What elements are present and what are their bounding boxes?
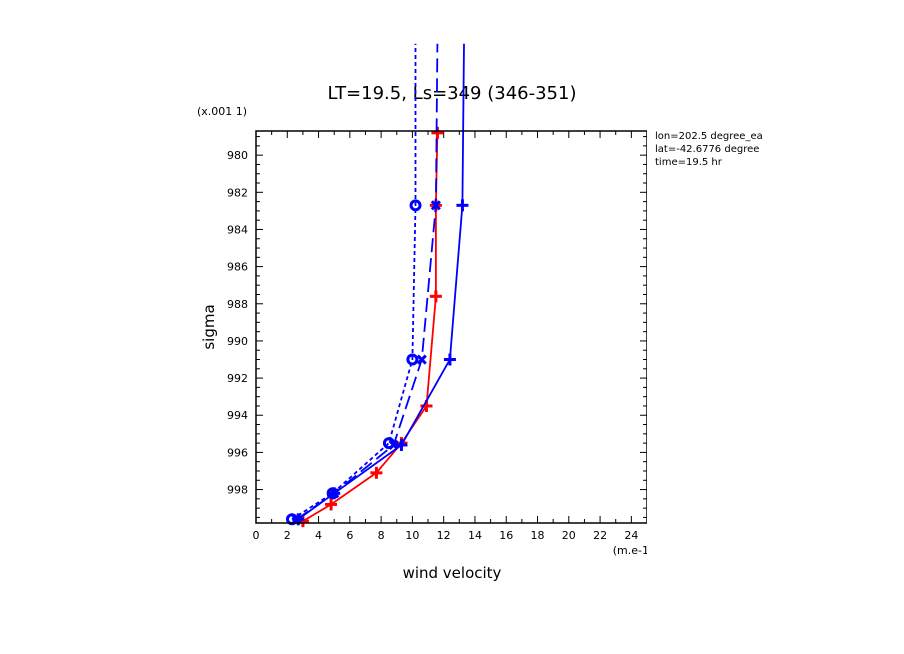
- y-tick-label: 992: [227, 372, 248, 385]
- y-tick-label: 982: [227, 186, 248, 199]
- series-line-1: [297, 43, 465, 521]
- x-tick-label: 6: [346, 529, 353, 542]
- x-tick-label: 8: [378, 529, 385, 542]
- series-0-point: [370, 466, 383, 479]
- info-lat-overlay: lat=-42.6776 degree: [655, 144, 759, 155]
- series-3-point: [406, 353, 419, 366]
- series-1-point: [443, 353, 456, 366]
- x-tick-label: 4: [315, 529, 322, 542]
- series-0-point: [325, 498, 338, 511]
- series-line-0: [302, 132, 439, 522]
- x-units-label: (m.e-1): [613, 544, 654, 557]
- x-tick-label: 18: [531, 529, 545, 542]
- info-lon-overlay: lon=202.5 degree_ea: [655, 131, 763, 142]
- x-tick-label: 2: [284, 529, 291, 542]
- y-units-label: (x.001 1): [197, 105, 247, 118]
- series-2-point: [416, 354, 427, 365]
- y-tick-label: 980: [227, 149, 248, 162]
- series-line-2: [296, 43, 439, 521]
- right-clip-mask: [647, 0, 904, 654]
- x-tick-label: 14: [468, 529, 482, 542]
- y-axis-label: sigma: [200, 304, 218, 349]
- x-tick-label: 20: [562, 529, 576, 542]
- y-tick-label: 986: [227, 261, 248, 274]
- series-3-point: [409, 199, 422, 212]
- x-tick-label: 10: [405, 529, 419, 542]
- series-1-point: [395, 438, 408, 451]
- series-2-point: [430, 200, 441, 211]
- series-3-point: [285, 513, 298, 526]
- y-tick-label: 994: [227, 409, 248, 422]
- series-0-point: [429, 290, 442, 303]
- x-tick-label: 24: [624, 529, 638, 542]
- info-time-overlay: time=19.5 hr: [655, 157, 723, 168]
- axis-ticks: 0 2 4 6 8 10 12 14 16 18 20 22 249809829849869889909…: [227, 131, 648, 542]
- y-tick-label: 984: [227, 223, 248, 236]
- y-tick-label: 988: [227, 298, 248, 311]
- y-tick-label: 998: [227, 484, 248, 497]
- x-tick-label: 16: [499, 529, 513, 542]
- plot-frame: [255, 130, 648, 524]
- info-box-overlay: lon=202.5 degree_ea lat=-42.6776 degree …: [655, 131, 763, 168]
- series-3-point: [326, 487, 339, 500]
- chart-title: LT=19.5, Ls=349 (346-351): [328, 83, 577, 104]
- series-1-point: [456, 199, 469, 212]
- x-axis-label: wind velocity: [403, 564, 502, 582]
- y-tick-label: 990: [227, 335, 248, 348]
- x-tick-label: 12: [437, 529, 451, 542]
- y-tick-label: 996: [227, 446, 248, 459]
- x-tick-label: 22: [593, 529, 607, 542]
- plot-series: [285, 43, 469, 528]
- x-tick-label: 0: [253, 529, 260, 542]
- series-3-point: [382, 437, 395, 450]
